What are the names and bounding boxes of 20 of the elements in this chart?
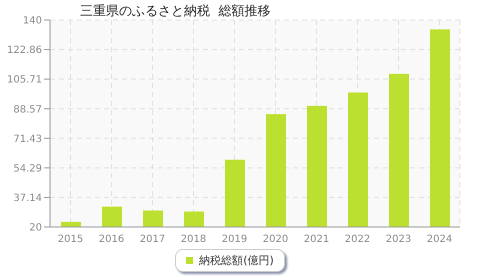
- x-tick-label: 2021: [304, 234, 330, 246]
- x-tick-label: 2024: [426, 234, 452, 246]
- chart-title: 三重県のふるさと納税 総額推移: [80, 3, 270, 20]
- y-tick-label: 140: [22, 16, 42, 27]
- y-tick-label: 105.71: [7, 74, 42, 86]
- x-tick-label: 2017: [140, 234, 166, 246]
- x-tick-label: 2022: [344, 234, 370, 246]
- x-tick-label: 2020: [262, 234, 288, 246]
- x-tick-label: 2019: [222, 234, 248, 246]
- x-tick-label: 2023: [386, 234, 412, 246]
- x-tick-label: 2016: [98, 234, 124, 246]
- legend-label: 納税総額(億円): [199, 253, 274, 268]
- y-tick-label: 122.86: [7, 45, 42, 56]
- y-tick-label: 37.14: [13, 192, 42, 204]
- x-tick-label: 2018: [180, 234, 206, 246]
- y-tick-label: 20: [29, 222, 42, 234]
- y-tick-label: 71.43: [13, 134, 42, 145]
- y-tick-label: 54.29: [13, 163, 42, 174]
- x-tick-label: 2015: [58, 234, 84, 246]
- y-tick-label: 88.57: [13, 104, 42, 116]
